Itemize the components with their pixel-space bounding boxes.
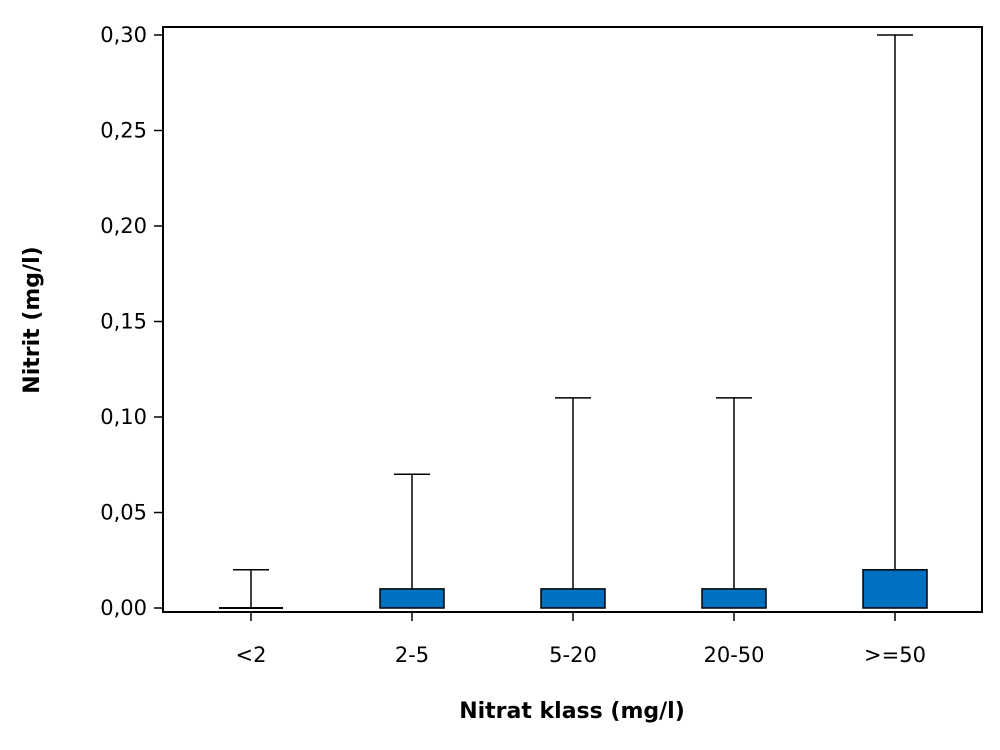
y-tick-label: 0,20: [100, 214, 147, 238]
box-2: [540, 397, 606, 609]
x-tick-label: <2: [236, 643, 267, 667]
y-tick-label: 0,30: [100, 23, 147, 47]
x-axis-ticks: <2 2-5 5-20 20-50 >=50: [236, 612, 926, 667]
x-tick-label: 2-5: [395, 643, 429, 667]
box-3: [701, 397, 767, 609]
y-tick-label: 0,15: [100, 310, 147, 334]
box-series: [219, 34, 928, 609]
x-tick-label: >=50: [864, 643, 926, 667]
box-rect: [540, 588, 606, 609]
y-tick-label: 0,25: [100, 119, 147, 143]
y-tick-label: 0,00: [100, 596, 147, 620]
y-axis-title: Nitrit (mg/l): [20, 246, 45, 393]
x-tick-label: 20-50: [703, 643, 764, 667]
box-rect: [862, 569, 928, 609]
box-rect: [701, 588, 767, 609]
y-tick-label: 0,10: [100, 405, 147, 429]
y-tick-label: 0,05: [100, 501, 147, 525]
x-axis-title: Nitrat klass (mg/l): [459, 699, 685, 724]
box-0: [219, 569, 283, 609]
box-rect: [379, 588, 445, 609]
x-tick-label: 5-20: [549, 643, 597, 667]
box-1: [379, 473, 445, 609]
box-4: [862, 34, 928, 609]
y-axis-ticks: 0,00 0,05 0,10 0,15 0,20 0,25 0,30: [100, 23, 163, 620]
